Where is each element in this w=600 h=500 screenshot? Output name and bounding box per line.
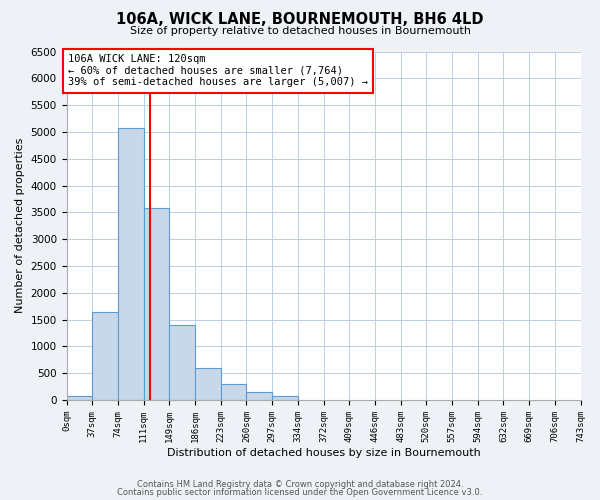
Bar xyxy=(92,312,118,400)
Text: 106A WICK LANE: 120sqm
← 60% of detached houses are smaller (7,764)
39% of semi-: 106A WICK LANE: 120sqm ← 60% of detached… xyxy=(68,54,368,88)
Text: Contains HM Land Registry data © Crown copyright and database right 2024.: Contains HM Land Registry data © Crown c… xyxy=(137,480,463,489)
Text: 106A, WICK LANE, BOURNEMOUTH, BH6 4LD: 106A, WICK LANE, BOURNEMOUTH, BH6 4LD xyxy=(116,12,484,28)
Bar xyxy=(118,128,143,400)
Text: Size of property relative to detached houses in Bournemouth: Size of property relative to detached ho… xyxy=(130,26,470,36)
Bar xyxy=(67,396,92,400)
Bar xyxy=(247,392,272,400)
Y-axis label: Number of detached properties: Number of detached properties xyxy=(15,138,25,314)
Bar xyxy=(221,384,247,400)
Text: Contains public sector information licensed under the Open Government Licence v3: Contains public sector information licen… xyxy=(118,488,482,497)
X-axis label: Distribution of detached houses by size in Bournemouth: Distribution of detached houses by size … xyxy=(167,448,481,458)
Bar xyxy=(195,368,221,400)
Bar xyxy=(169,325,195,400)
Bar xyxy=(143,208,169,400)
Bar xyxy=(272,396,298,400)
